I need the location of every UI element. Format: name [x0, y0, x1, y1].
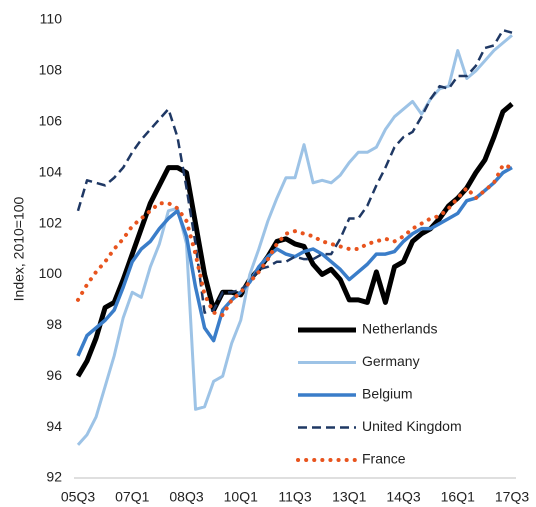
- legend-label: Belgium: [362, 386, 413, 402]
- x-tick-label: 05Q3: [61, 489, 95, 505]
- y-tick-label: 104: [39, 163, 63, 179]
- legend-label: France: [362, 451, 406, 467]
- y-tick-label: 98: [46, 316, 62, 332]
- y-tick-label: 96: [46, 367, 62, 383]
- x-tick-label: 13Q1: [332, 489, 366, 505]
- y-tick-label: 108: [39, 62, 63, 78]
- x-tick-label: 10Q1: [224, 489, 258, 505]
- series-line: [76, 163, 514, 318]
- legend-label: United Kingdom: [362, 418, 462, 434]
- y-axis-label: Index, 2010=100: [11, 196, 27, 301]
- x-tick-label: 11Q3: [278, 489, 311, 505]
- y-tick-label: 106: [39, 112, 63, 128]
- legend-label: Netherlands: [362, 321, 438, 337]
- x-tick-label: 08Q3: [169, 489, 203, 505]
- y-tick-label: 94: [46, 418, 62, 434]
- x-tick-label: 14Q3: [386, 489, 420, 505]
- legend-label: Germany: [362, 353, 420, 369]
- x-tick-label: 16Q1: [441, 489, 475, 505]
- y-tick-label: 102: [39, 214, 63, 230]
- series-line: [76, 166, 513, 357]
- series-line: [75, 102, 514, 378]
- series-line: [76, 34, 513, 446]
- series-line: [76, 28, 513, 314]
- y-tick-label: 110: [40, 11, 63, 27]
- y-tick-label: 92: [46, 469, 62, 485]
- x-tick-label: 07Q1: [115, 489, 149, 505]
- x-tick-label: 17Q3: [495, 489, 529, 505]
- y-tick-label: 100: [39, 265, 63, 281]
